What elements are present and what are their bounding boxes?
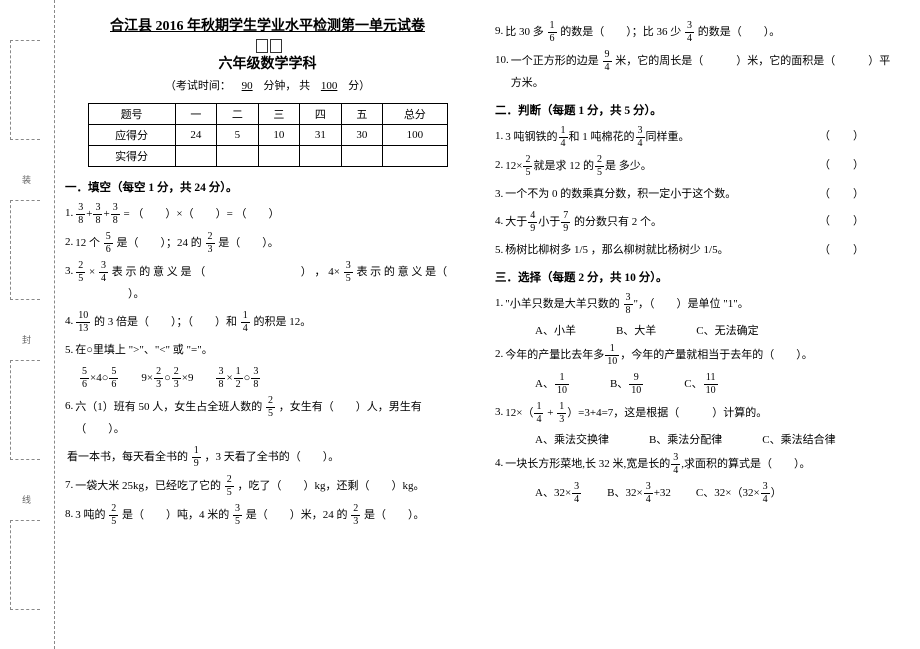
options: A、32×34 B、32×34+32 C、32×（32×34） <box>535 482 900 505</box>
options: A、乘法交换律 B、乘法分配律 C、乘法结合律 <box>535 431 900 447</box>
fraction: 38 <box>76 203 85 226</box>
doc-subtitle: 六年级数学学科 <box>65 53 470 73</box>
question: 看一本书，每天看全书的 19 ，3 天看了全书的（ ）。 <box>65 446 470 469</box>
question: 4. 大于49小于79 的分数只有 2 个。 （ ） <box>495 211 900 234</box>
question: 9. 比 30 多 16 的数是（ ）；比 36 少 34 的数是（ ）。 <box>495 21 900 44</box>
question: 2. 今年的产量比去年多110，今年的产量就相当于去年的（ ）。 <box>495 344 900 367</box>
left-column: 合江县 2016 年秋期学生学业水平检测第一单元试卷 六年级数学学科 （考试时间… <box>65 15 470 533</box>
table-row: 题号 一 二 三 四 五 总分 <box>88 104 447 125</box>
section-title: 一．填空（每空 1 分，共 24 分）。 <box>65 179 470 195</box>
binding-margin: 装 封 线 <box>0 0 55 649</box>
question: 2. 12×25就是求 12 的25是 多少。 （ ） <box>495 155 900 178</box>
question: 10. 一个正方形的边是 94 米，它的周长是（ ）米，它的面积是（ ）平方米。 <box>495 50 900 94</box>
compare-row: 56×4○56 9×23○23×9 38×12○38 <box>79 367 470 390</box>
question: 5. 杨树比柳树多 1/5 ，那么柳树就比杨树少 1/5。 （ ） <box>495 240 900 261</box>
question: 6. 六（1）班有 50 人，女生占全班人数的 25 ，女生有（ ）人，男生有（… <box>65 396 470 440</box>
question: 8. 3 吨的 25 是（ ）吨，4 米的 35 是（ ）米，24 的 23 是… <box>65 504 470 527</box>
question: 1. 3 吨钢铁的14和 1 吨棉花的34同样重。 （ ） <box>495 126 900 149</box>
binding-label: 装 <box>20 175 33 184</box>
question: 7. 一袋大米 25kg，已经吃了它的 25 ，吃了（ ）kg，还剩（ ）kg。 <box>65 475 470 498</box>
question: 4. 一块长方形菜地,长 32 米,宽是长的34,求面积的算式是（ ）。 <box>495 453 900 476</box>
binding-label: 线 <box>20 495 33 504</box>
doc-title: 合江县 2016 年秋期学生学业水平检测第一单元试卷 <box>65 15 470 35</box>
binding-label: 封 <box>20 335 33 344</box>
question: 3. 25 × 34 表 示 的 意 义 是 （ ） ， 4× 35 表 示 的… <box>65 261 470 305</box>
section-title: 三．选择（每题 2 分，共 10 分）。 <box>495 269 900 285</box>
page: 合江县 2016 年秋期学生学业水平检测第一单元试卷 六年级数学学科 （考试时间… <box>65 15 905 533</box>
score-table: 题号 一 二 三 四 五 总分 应得分 24 5 10 31 30 100 实得… <box>88 103 448 167</box>
title-boxes <box>65 39 470 53</box>
question: 5. 在○里填上 ">"、"<" 或 "="。 <box>65 340 470 361</box>
doc-time: （考试时间： 90 分钟， 共 100 分） <box>65 77 470 93</box>
table-row: 应得分 24 5 10 31 30 100 <box>88 125 447 146</box>
options: A、小羊 B、大羊 C、无法确定 <box>535 322 900 338</box>
options: A、110 B、910 C、1110 <box>535 373 900 396</box>
table-row: 实得分 <box>88 146 447 167</box>
question: 1. 38+38+38 = （ ）×（ ）= （ ） <box>65 203 470 226</box>
question: 2. 12 个 56 是（ ）；24 的 23 是（ ）。 <box>65 232 470 255</box>
question: 4. 1013 的 3 倍是（ ）；（ ）和 14 的积是 12。 <box>65 311 470 334</box>
right-column: 9. 比 30 多 16 的数是（ ）；比 36 少 34 的数是（ ）。 10… <box>495 15 900 533</box>
question: 3. 12×（14 + 13）=3+4=7，这是根据（ ）计算的。 <box>495 402 900 425</box>
section-title: 二．判断（每题 1 分，共 5 分）。 <box>495 102 900 118</box>
question: 3. 一个不为 0 的数乘真分数，积一定小于这个数。 （ ） <box>495 184 900 205</box>
question: 1. "小羊只数是大羊只数的 38"，（ ）是单位 "1"。 <box>495 293 900 316</box>
